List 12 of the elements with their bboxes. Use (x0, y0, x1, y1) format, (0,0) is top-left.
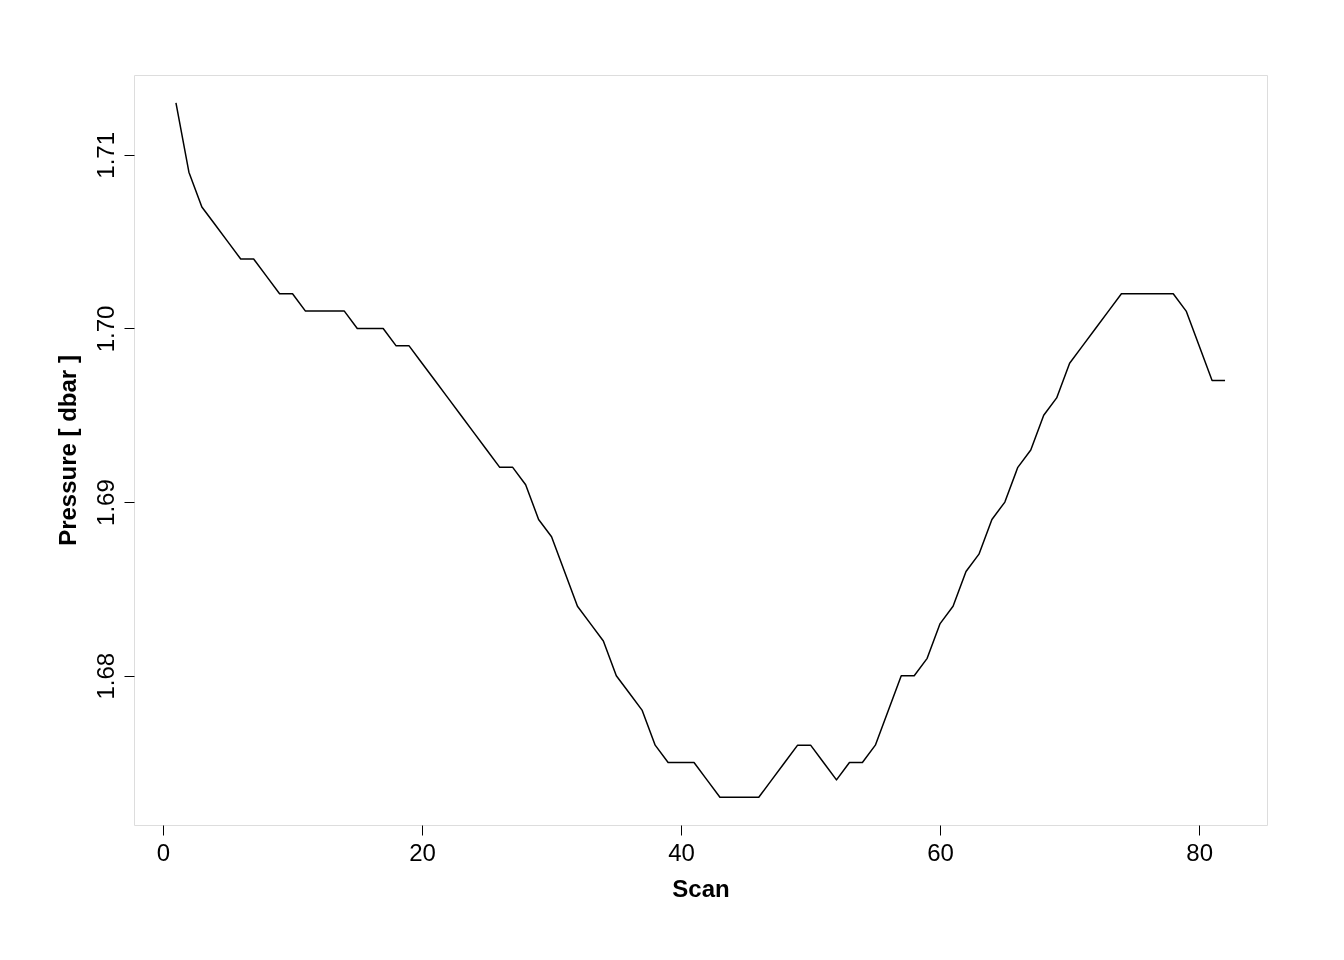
y-tick-label: 1.69 (91, 479, 119, 526)
x-axis-title: Scan (672, 874, 730, 902)
y-axis-title: Pressure [ dbar ] (53, 355, 81, 546)
x-tick-label: 60 (927, 838, 954, 866)
x-tick-label: 80 (1186, 838, 1213, 866)
y-tick-label: 1.68 (91, 652, 119, 700)
y-tick-label: 1.71 (91, 132, 119, 179)
x-tick-label: 20 (409, 838, 436, 866)
line-series (175, 102, 1226, 798)
y-tick-label: 1.70 (91, 305, 119, 353)
x-tick-label: 40 (668, 838, 695, 866)
x-tick-label: 0 (156, 838, 171, 866)
